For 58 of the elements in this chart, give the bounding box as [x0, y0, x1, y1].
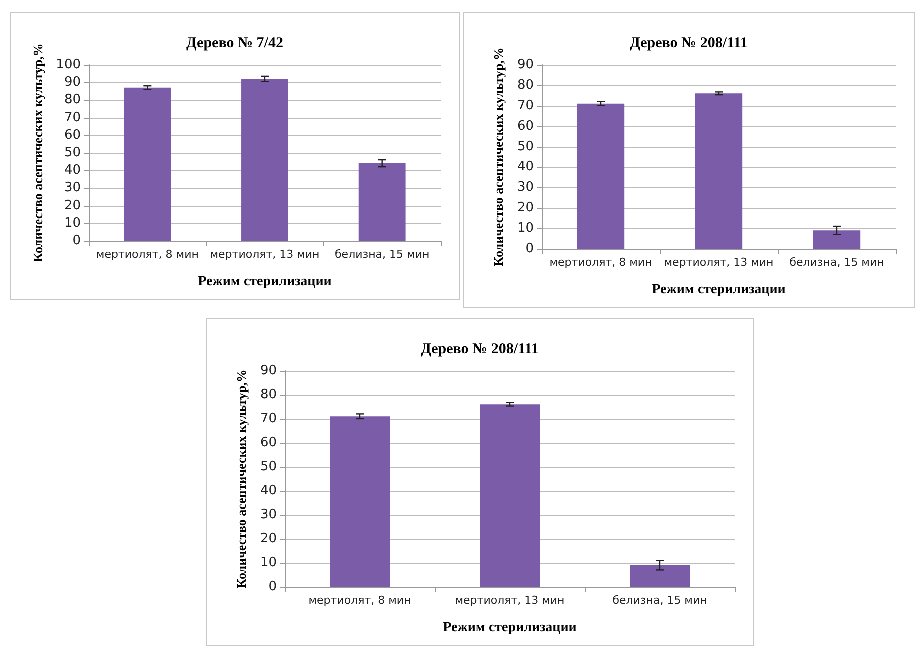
y-tick-label: 0	[526, 242, 534, 256]
y-tick-label: 50	[64, 146, 81, 160]
y-tick-label: 70	[260, 412, 277, 426]
y-tick-label: 20	[260, 532, 277, 546]
bar	[630, 565, 690, 587]
y-tick-label: 10	[64, 216, 81, 231]
y-tick-label: 90	[64, 75, 81, 90]
y-tick-label: 20	[64, 198, 81, 214]
y-tick-label: 80	[260, 388, 277, 402]
x-tick-label: мертиолят, 13 мин	[210, 248, 320, 261]
y-tick-label: 90	[517, 58, 534, 72]
chart-title: Дерево № 208/111	[421, 342, 539, 358]
y-tick-label: 70	[517, 98, 534, 114]
bar	[358, 164, 406, 241]
y-tick-label: 0	[268, 580, 277, 594]
x-tick-label: мертиолят, 13 мин	[455, 594, 565, 607]
bar	[695, 94, 743, 249]
bar	[242, 79, 288, 241]
y-tick-label: 30	[517, 180, 534, 196]
y-tick-label: 40	[517, 160, 534, 175]
y-tick-label: 10	[260, 556, 277, 570]
x-axis-title: Режим стерилизации	[443, 620, 577, 636]
chart-title: Дерево № 208/111	[630, 36, 748, 52]
y-axis-title: Количество асептических культур,%	[234, 370, 249, 588]
y-tick-label: 60	[517, 118, 534, 134]
x-tick-label: белизна, 15 мин	[790, 256, 884, 269]
chart-title: Дерево № 7/42	[186, 36, 284, 52]
y-tick-label: 60	[64, 128, 81, 143]
y-tick-label: 20	[517, 200, 534, 216]
bar	[480, 404, 540, 587]
y-axis-title: Количество асептических культур,%	[30, 44, 46, 262]
x-tick-label: белизна, 15 мин	[612, 594, 708, 607]
bar	[124, 88, 172, 241]
y-tick-label: 60	[260, 436, 277, 450]
bar	[577, 104, 625, 249]
y-tick-label: 40	[64, 163, 81, 178]
y-tick-label: 80	[517, 78, 534, 93]
y-tick-label: 100	[56, 58, 81, 72]
x-axis-title: Режим стерилизации	[652, 282, 786, 298]
y-tick-label: 80	[64, 92, 81, 108]
y-tick-label: 0	[72, 234, 81, 248]
x-axis-title: Режим стерилизации	[198, 274, 332, 290]
y-axis-title: Количество асептических культур,%	[491, 48, 506, 266]
x-tick-label: мертиолят, 8 мин	[308, 594, 412, 607]
x-tick-label: мертиолят, 8 мин	[550, 256, 652, 269]
x-tick-label: белизна, 15 мин	[335, 248, 430, 261]
y-tick-label: 70	[64, 110, 81, 126]
y-tick-label: 40	[260, 484, 277, 498]
x-tick-label: мертиолят, 8 мин	[96, 248, 199, 261]
y-tick-label: 30	[64, 180, 81, 196]
bar	[330, 416, 390, 587]
y-tick-label: 50	[517, 139, 534, 154]
y-tick-label: 50	[260, 460, 277, 474]
x-tick-label: мертиолят, 13 мин	[664, 256, 774, 269]
bar	[813, 230, 861, 249]
y-tick-label: 90	[260, 364, 277, 378]
y-tick-label: 30	[260, 508, 277, 522]
y-tick-label: 10	[517, 221, 534, 236]
